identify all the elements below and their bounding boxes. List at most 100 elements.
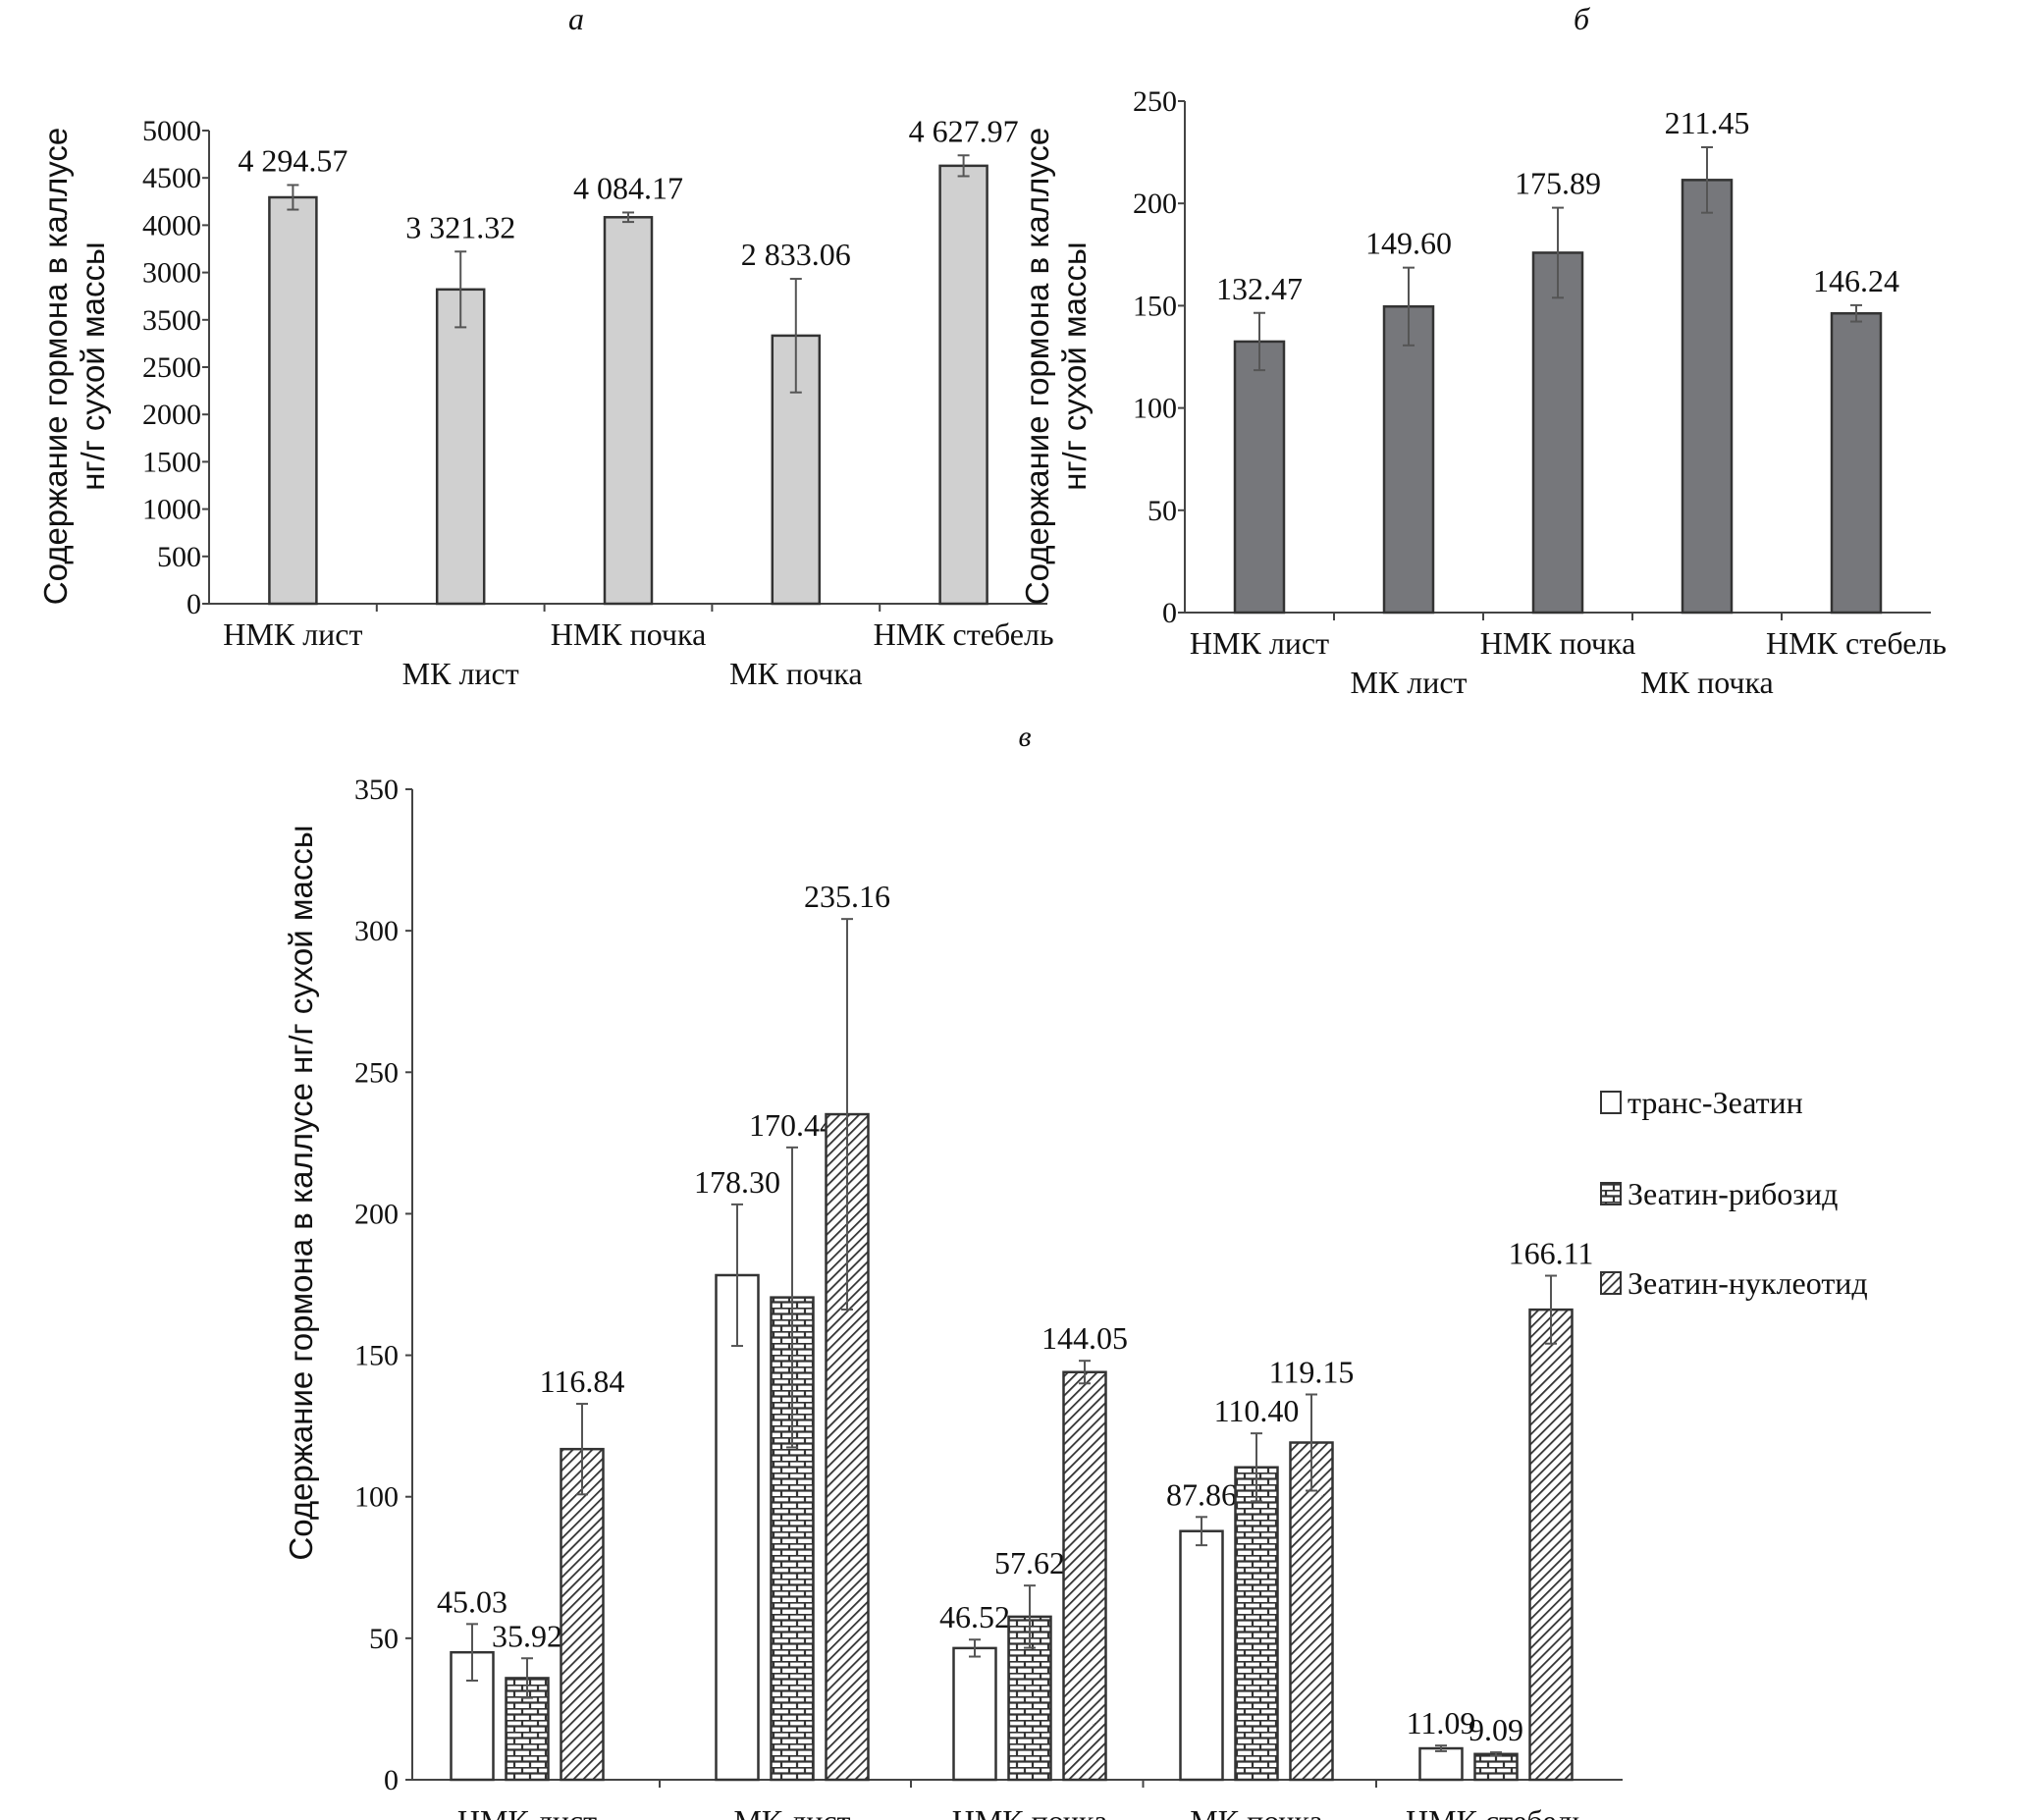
y-tick-label: 250	[354, 1056, 399, 1089]
data-label: 9.09	[1468, 1712, 1523, 1747]
data-label: 4 627.97	[909, 113, 1019, 148]
y-axis-label-line1: Содержание гормона в каллусе	[37, 128, 74, 606]
data-label: 235.16	[804, 879, 890, 914]
data-label: 46.52	[939, 1599, 1010, 1634]
bar-diagonal-hatch	[1289, 1441, 1334, 1782]
bar-white	[1179, 1529, 1224, 1782]
y-tick-label: 1000	[142, 494, 201, 526]
x-tick-label: НМК лист	[1190, 625, 1329, 661]
y-tick-label: 200	[1133, 187, 1177, 220]
legend-swatch-brick	[1600, 1182, 1622, 1205]
data-label: 178.30	[694, 1164, 780, 1200]
y-tick-label: 3500	[142, 304, 201, 337]
x-tick-label: МК почка	[1190, 1803, 1322, 1820]
bar	[1830, 311, 1883, 615]
x-tick-label: НМК стебель	[1406, 1803, 1586, 1820]
data-label: 2 833.06	[741, 237, 851, 272]
data-label: 4 084.17	[573, 170, 683, 205]
bar	[1233, 340, 1286, 615]
data-label: 11.09	[1407, 1705, 1476, 1740]
y-tick-label: 2500	[142, 351, 201, 384]
y-tick-label: 500	[157, 541, 201, 573]
panel-label: в	[1018, 721, 1031, 753]
data-label: 170.44	[749, 1107, 835, 1143]
bar-brick	[1234, 1466, 1279, 1782]
data-label: 35.92	[492, 1618, 562, 1653]
bar	[435, 288, 486, 606]
legend-swatch-diagonal-hatch	[1600, 1271, 1622, 1295]
y-tick-label: 150	[1133, 290, 1177, 322]
legend-label: Зеатин-рибозид	[1628, 1176, 1838, 1211]
x-tick-label: НМК стебель	[1766, 625, 1947, 661]
y-axis-label-line1: Содержание гормона в каллусе	[1019, 128, 1055, 606]
x-tick-label: НМК лист	[223, 616, 362, 652]
y-tick-label: 250	[1133, 85, 1177, 118]
y-tick-label: 50	[369, 1623, 399, 1655]
bar-diagonal-hatch	[1062, 1370, 1107, 1782]
panel-label: а	[568, 1, 584, 36]
bar-white	[715, 1273, 760, 1782]
y-axis-label: Содержание гормона в каллусенг/г сухой м…	[37, 128, 111, 606]
bar	[268, 195, 318, 606]
data-label: 87.86	[1166, 1476, 1237, 1512]
y-tick-label: 3000	[142, 257, 201, 290]
bar	[603, 216, 654, 606]
bar	[1681, 179, 1734, 615]
data-label: 110.40	[1214, 1393, 1300, 1428]
data-label: 119.15	[1269, 1354, 1355, 1389]
legend: транс-Зеатин Зеатин-рибозид Зеатин-нуклеот…	[1600, 1085, 1868, 1301]
chart-c: в Содержание гормона в каллусе нг/г сухой…	[283, 721, 1868, 1820]
bar-brick	[1473, 1752, 1519, 1782]
bar-diagonal-hatch	[560, 1447, 605, 1782]
y-tick-label: 1500	[142, 446, 201, 478]
x-tick-label: МК лист	[402, 656, 519, 691]
x-tick-label: МК лист	[1350, 665, 1467, 700]
data-label: 132.47	[1216, 271, 1303, 306]
data-label: 175.89	[1515, 166, 1601, 201]
y-tick-label: 5000	[142, 115, 201, 147]
y-axis-label-line2: нг/г сухой массы	[75, 241, 111, 490]
data-label: 146.24	[1813, 263, 1899, 298]
y-tick-label: 100	[1133, 393, 1177, 425]
bar	[938, 164, 988, 606]
y-tick-label: 100	[354, 1481, 399, 1514]
data-label: 116.84	[540, 1364, 625, 1399]
data-label: 149.60	[1365, 226, 1452, 261]
data-label: 57.62	[994, 1545, 1065, 1580]
bar	[1382, 304, 1435, 615]
y-tick-label: 50	[1148, 495, 1177, 527]
bar-white	[952, 1646, 997, 1782]
y-axis-label-line2: нг/г сухой массы	[1056, 241, 1093, 490]
data-label: 211.45	[1665, 105, 1750, 140]
y-tick-label: 150	[354, 1340, 399, 1372]
x-tick-label: НМК лист	[457, 1803, 597, 1820]
y-tick-label: 2000	[142, 399, 201, 431]
y-tick-label: 0	[1162, 597, 1177, 629]
bar-white	[1418, 1746, 1464, 1782]
data-label: 4 294.57	[238, 142, 347, 178]
data-label: 3 321.32	[405, 209, 515, 244]
data-label: 45.03	[437, 1583, 507, 1619]
chart-b: б Содержание гормона в каллусенг/г сухой …	[1019, 1, 1947, 700]
panel-label: б	[1574, 1, 1590, 36]
y-axis-label: Содержание гормона в каллусенг/г сухой м…	[1019, 128, 1093, 606]
y-tick-label: 4000	[142, 209, 201, 241]
y-axis-label: Содержание гормона в каллусе нг/г сухой …	[283, 825, 319, 1560]
y-tick-label: 200	[354, 1198, 399, 1230]
y-tick-label: 0	[187, 588, 201, 620]
y-tick-label: 300	[354, 915, 399, 947]
legend-label: Зеатин-нуклеотид	[1628, 1265, 1868, 1301]
x-tick-label: НМК почка	[551, 616, 707, 652]
y-tick-label: 4500	[142, 162, 201, 194]
bar	[1531, 251, 1584, 615]
x-tick-label: МК почка	[1640, 665, 1773, 700]
legend-swatch-white	[1600, 1091, 1622, 1114]
data-label: 144.05	[1041, 1320, 1128, 1356]
bar-diagonal-hatch	[1528, 1308, 1574, 1782]
y-tick-label: 0	[384, 1764, 399, 1796]
y-tick-label: 350	[354, 774, 399, 806]
x-tick-label: НМК стебель	[874, 616, 1054, 652]
legend-label: транс-Зеатин	[1628, 1085, 1803, 1120]
